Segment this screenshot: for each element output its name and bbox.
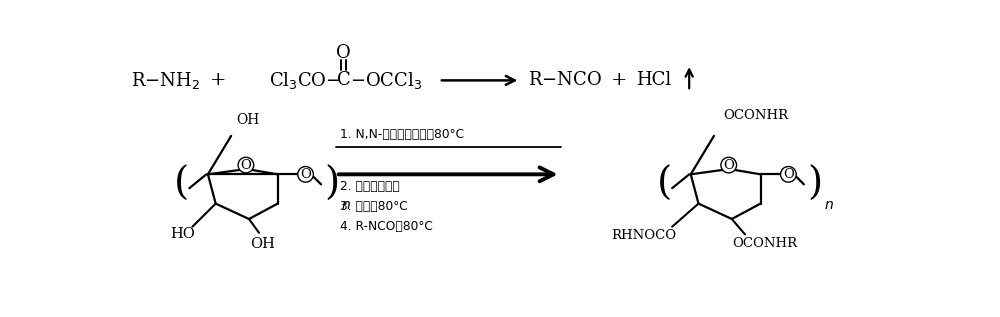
Text: OCONHR: OCONHR [723, 109, 788, 122]
Text: R$-$NCO: R$-$NCO [528, 71, 602, 89]
Text: 1. N,N-二甲基乙酰胺，80°C: 1. N,N-二甲基乙酰胺，80°C [340, 128, 464, 141]
Text: $-$OCCl$_3$: $-$OCCl$_3$ [350, 70, 422, 91]
Text: Cl$_3$CO$-$: Cl$_3$CO$-$ [269, 70, 340, 91]
Text: O: O [723, 158, 734, 171]
Text: +: + [611, 71, 628, 89]
Text: 3. 吠咀，80°C: 3. 吠咀，80°C [340, 200, 407, 213]
Text: (: ( [657, 166, 672, 203]
Text: O: O [783, 168, 794, 181]
Text: ): ) [807, 166, 822, 203]
Text: HO: HO [171, 227, 196, 241]
Text: 4. R-NCO，80°C: 4. R-NCO，80°C [340, 220, 433, 233]
Text: C: C [337, 71, 350, 89]
Text: +: + [210, 71, 226, 89]
Text: $n$: $n$ [824, 198, 834, 212]
Text: O: O [240, 158, 251, 171]
Text: (: ( [174, 166, 189, 203]
Text: O: O [300, 168, 311, 181]
Text: $n$: $n$ [341, 198, 351, 212]
Text: ): ) [324, 166, 340, 203]
Text: RHNOCO: RHNOCO [612, 230, 677, 243]
Text: OH: OH [236, 113, 259, 126]
Text: OH: OH [250, 236, 275, 251]
Text: 2. 氯化锂，常温: 2. 氯化锂，常温 [340, 180, 399, 193]
Text: OCONHR: OCONHR [733, 237, 798, 250]
Text: O: O [336, 44, 351, 62]
Text: R$-$NH$_2$: R$-$NH$_2$ [131, 70, 200, 91]
Text: HCl: HCl [637, 71, 672, 89]
